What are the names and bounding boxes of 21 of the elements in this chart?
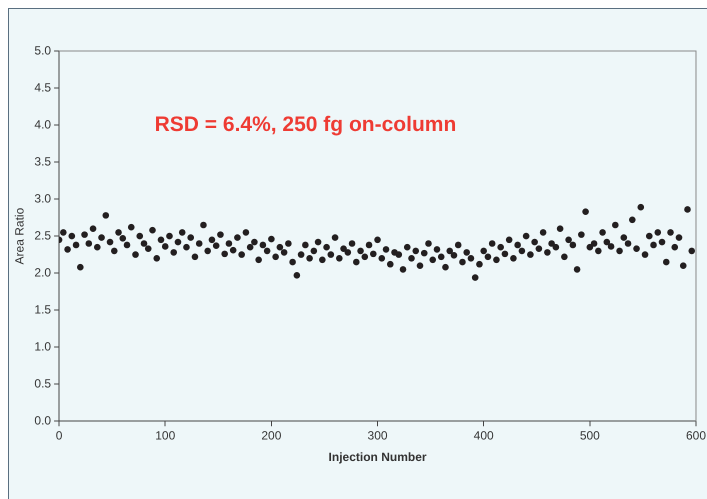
y-tick-label: 5.0 [34, 43, 52, 58]
y-tick-label: 1.0 [34, 339, 52, 354]
y-tick-label: 0.5 [34, 376, 52, 390]
y-tick-label: 1.5 [34, 302, 52, 316]
x-tick-label: 100 [155, 428, 176, 443]
x-axis-title: Injection Number [328, 450, 427, 464]
y-tick-label: 2.0 [34, 265, 52, 280]
y-tick-label: 3.0 [34, 191, 52, 206]
x-tick-label: 600 [686, 428, 706, 443]
y-tick-label: 3.5 [34, 154, 52, 168]
x-tick-label: 400 [474, 428, 494, 443]
y-tick-label: 2.5 [34, 228, 52, 242]
x-tick-label: 300 [368, 428, 388, 443]
y-tick-label: 4.0 [34, 117, 52, 132]
annotation: RSD = 6.4%, 250 fg on-column [154, 112, 456, 136]
x-tick-label: 500 [580, 428, 600, 443]
x-tick-label: 200 [261, 428, 282, 443]
y-tick-label: 0.0 [34, 414, 52, 428]
y-axis-title: Area Ratio [12, 207, 27, 264]
x-tick-label: 0 [56, 428, 63, 443]
y-tick-label: 4.5 [34, 80, 52, 94]
